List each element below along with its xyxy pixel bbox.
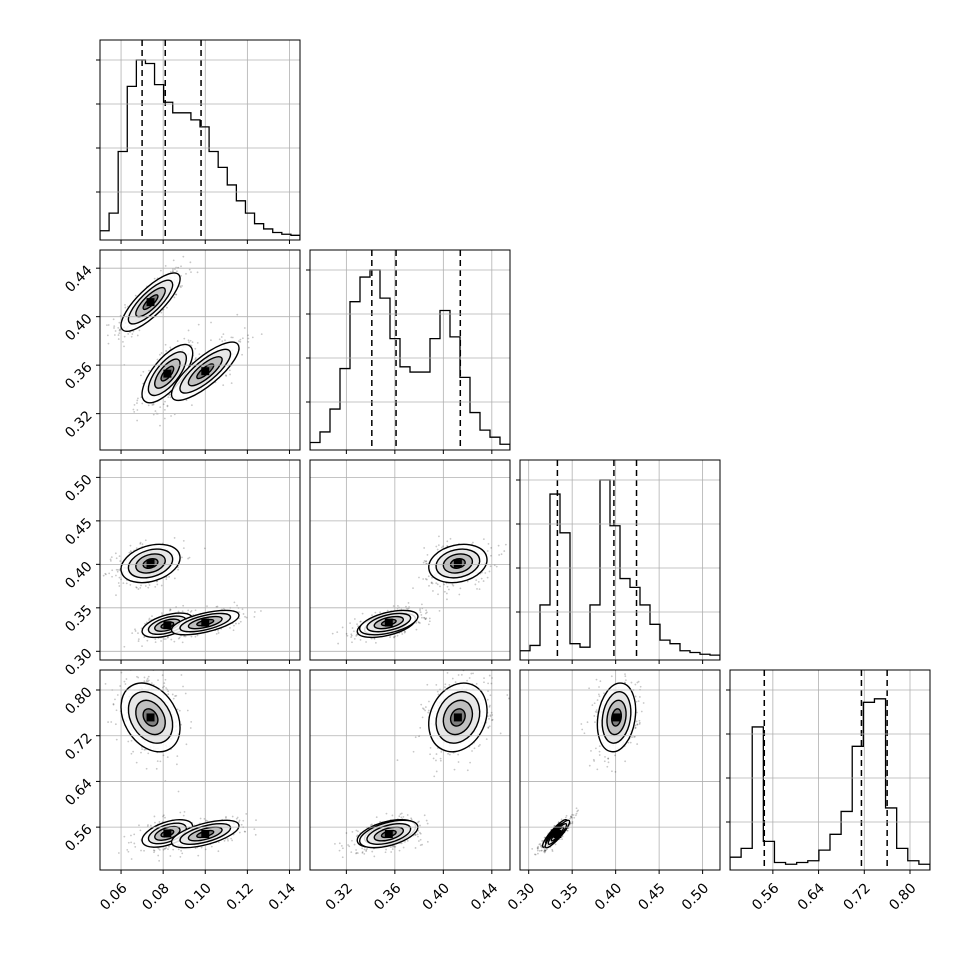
density-peak bbox=[163, 829, 172, 838]
scatter-panel-3-0: 0.56 0.64 0.72 0.80 0.06 0.08 0.10 0.12 0.14 bbox=[62, 669, 301, 914]
histogram-step bbox=[310, 269, 510, 450]
density-peak bbox=[553, 830, 562, 838]
panel-frame bbox=[99, 249, 301, 451]
y-tick-label: 0.45 bbox=[62, 515, 95, 548]
x-tick-label: 0.56 bbox=[749, 880, 782, 913]
scatter-panel-2-0: 0.30 0.35 0.40 0.45 0.50 bbox=[62, 459, 301, 679]
x-tick-label: 0.45 bbox=[635, 880, 668, 913]
sample-points bbox=[334, 670, 510, 859]
y-tick-label: 0.72 bbox=[62, 730, 95, 763]
scatter-panel-3-1: 0.32 0.36 0.40 0.44 bbox=[309, 669, 511, 914]
y-tick-label: 0.80 bbox=[62, 684, 95, 717]
hist-panel-1 bbox=[306, 249, 511, 454]
panel-frame bbox=[309, 249, 511, 451]
density-peak bbox=[384, 618, 393, 627]
histogram-step bbox=[100, 59, 300, 240]
density-peak bbox=[146, 298, 155, 307]
x-tick-label: 0.40 bbox=[420, 880, 453, 913]
y-tick-label: 0.64 bbox=[62, 776, 95, 809]
panel-frame bbox=[309, 459, 511, 661]
x-tick-label: 0.44 bbox=[468, 880, 501, 913]
x-tick-label: 0.32 bbox=[323, 880, 356, 913]
density-peak bbox=[201, 830, 210, 838]
x-tick-label: 0.36 bbox=[371, 880, 404, 913]
y-tick-label: 0.56 bbox=[62, 821, 95, 854]
panel-frame bbox=[729, 669, 931, 871]
x-tick-label: 0.72 bbox=[841, 880, 874, 913]
x-tick-label: 0.06 bbox=[97, 880, 130, 913]
panel-frame bbox=[519, 459, 721, 661]
hist-panel-0 bbox=[96, 39, 301, 244]
density-peak bbox=[163, 369, 172, 378]
x-tick-label: 0.10 bbox=[182, 880, 215, 913]
histogram-step bbox=[520, 479, 720, 660]
x-tick-label: 0.14 bbox=[266, 880, 299, 913]
panel-frame bbox=[99, 459, 301, 661]
hist-panel-2 bbox=[516, 459, 721, 664]
panel-frame bbox=[99, 39, 301, 241]
y-tick-label: 0.30 bbox=[62, 646, 95, 679]
scatter-panel-2-1 bbox=[309, 459, 511, 664]
density-peak bbox=[453, 713, 462, 722]
y-tick-label: 0.40 bbox=[62, 311, 95, 344]
density-peak bbox=[146, 713, 155, 722]
density-peak bbox=[201, 367, 210, 376]
y-tick-label: 0.50 bbox=[62, 472, 95, 505]
y-tick-label: 0.40 bbox=[62, 559, 95, 592]
x-tick-label: 0.35 bbox=[548, 880, 581, 913]
x-tick-label: 0.12 bbox=[224, 880, 257, 913]
x-tick-label: 0.40 bbox=[592, 880, 625, 913]
panel-frame bbox=[519, 669, 721, 871]
density-peak bbox=[201, 618, 210, 627]
scatter-panel-1-0: 0.32 0.36 0.40 0.44 bbox=[62, 249, 301, 454]
y-tick-label: 0.44 bbox=[62, 262, 95, 295]
panel-frame bbox=[99, 669, 301, 871]
density-peak bbox=[146, 559, 155, 568]
x-tick-label: 0.64 bbox=[795, 880, 828, 913]
density-peak bbox=[384, 830, 393, 838]
density-peak bbox=[612, 713, 621, 722]
x-tick-label: 0.50 bbox=[679, 880, 712, 913]
x-tick-label: 0.30 bbox=[505, 880, 538, 913]
density-peak bbox=[453, 559, 462, 568]
histogram-step bbox=[730, 698, 930, 870]
y-tick-label: 0.36 bbox=[62, 359, 95, 392]
panel-frame bbox=[309, 669, 511, 871]
density-peak bbox=[163, 621, 172, 630]
y-tick-label: 0.35 bbox=[62, 602, 95, 635]
scatter-panel-3-2: 0.30 0.35 0.40 0.45 0.50 bbox=[505, 669, 721, 914]
hist-panel-3: 0.56 0.64 0.72 0.80 bbox=[726, 669, 931, 914]
x-tick-label: 0.80 bbox=[886, 880, 919, 913]
y-tick-label: 0.32 bbox=[62, 408, 95, 441]
x-tick-label: 0.08 bbox=[139, 880, 172, 913]
sample-points bbox=[531, 673, 645, 856]
